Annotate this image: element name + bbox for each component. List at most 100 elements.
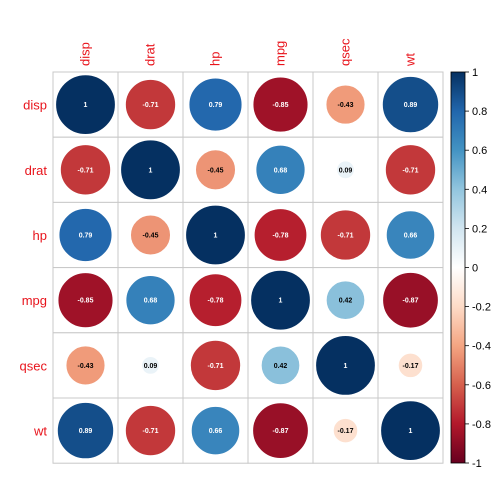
correlation-value: -0.78: [208, 298, 224, 305]
correlation-value: -0.71: [208, 363, 224, 370]
column-label: qsec: [338, 38, 353, 66]
color-legend: 1 0.8 0.6 0.4 0.2 0 -0.2 -0.4 -0.6 -0.8 -1: [450, 67, 491, 470]
correlation-value: 0.79: [79, 233, 93, 240]
circles-layer: 1 -0.71 0.79 -0.85 -0.43 0.89 -0.71 1 -0.45 0.68 0…: [54, 73, 442, 462]
cells-layer: [52, 71, 444, 464]
correlation-value: 0.89: [404, 102, 418, 109]
correlation-circle: [260, 345, 301, 386]
legend-tick-label: -0.2: [472, 302, 491, 314]
correlation-value: -0.17: [403, 363, 419, 370]
row-label: hp: [33, 228, 47, 243]
correlation-value: -0.71: [143, 102, 159, 109]
correlation-circle: [119, 139, 182, 201]
correlation-circle: [397, 352, 424, 379]
correlation-value: 0.68: [274, 167, 288, 174]
legend-ticks: 1 0.8 0.6 0.4 0.2 0 -0.2 -0.4 -0.6 -0.8 -1: [465, 67, 491, 470]
correlation-value: 0.42: [274, 363, 288, 370]
correlation-circle: [314, 334, 377, 396]
correlation-value: -0.85: [78, 298, 94, 305]
correlation-circle: [58, 207, 113, 263]
correlation-value: 1: [344, 363, 348, 370]
correlation-value: 0.66: [209, 428, 223, 435]
legend-tick-label: 0.4: [472, 184, 487, 196]
column-label: drat: [143, 43, 158, 66]
correlation-value: 0.09: [339, 167, 353, 174]
correlation-circle: [124, 78, 177, 131]
correlation-value: 1: [279, 298, 283, 305]
correlation-circle: [319, 209, 372, 261]
row-label: wt: [33, 424, 47, 439]
correlation-circle: [129, 214, 172, 256]
correlation-value: -0.71: [338, 233, 354, 240]
correlation-circle: [332, 417, 359, 444]
correlation-value: -0.71: [78, 167, 94, 174]
column-labels: disp drat hp mpg qsec wt: [78, 38, 418, 67]
correlation-circle: [54, 73, 117, 136]
correlation-circle: [379, 400, 442, 462]
correlation-circle: [59, 143, 112, 196]
correlation-value: 0.66: [404, 233, 418, 240]
correlation-value: -0.17: [338, 428, 354, 435]
correlation-value: 1: [214, 233, 218, 240]
row-labels: disp drat hp mpg qsec wt: [20, 98, 48, 439]
correlation-circle: [56, 401, 115, 460]
legend-color-bar: [450, 71, 466, 464]
correlation-value: -0.45: [143, 233, 159, 240]
legend-tick-label: 0: [472, 263, 478, 275]
column-label: hp: [208, 52, 223, 66]
matrix-cell: [117, 201, 184, 269]
correlation-value: -0.71: [143, 428, 159, 435]
correlation-circle: [384, 143, 437, 196]
row-label: drat: [25, 163, 48, 178]
legend-tick-label: -1: [472, 458, 482, 470]
correlation-value: 0.79: [209, 102, 223, 109]
legend-tick-label: 0.2: [472, 223, 487, 235]
correlation-value: -0.87: [403, 298, 419, 305]
correlation-value: 1: [149, 167, 153, 174]
correlation-circle: [57, 271, 114, 329]
correlation-value: -0.43: [78, 363, 94, 370]
correlation-circle: [140, 355, 161, 375]
correlation-value: 0.68: [144, 298, 158, 305]
correlation-circle: [125, 274, 176, 326]
correlation-circle: [124, 404, 177, 457]
legend-tick-label: 0.6: [472, 145, 487, 157]
legend-tick-label: -0.6: [472, 380, 491, 392]
correlation-circle: [249, 269, 312, 331]
correlation-circle: [189, 339, 242, 392]
correlation-value: 1: [84, 102, 88, 109]
row-label: mpg: [22, 293, 47, 308]
legend-tick-label: -0.4: [472, 341, 491, 353]
correlation-circle: [253, 207, 308, 263]
correlation-value: 0.42: [339, 298, 353, 305]
correlation-value: -0.85: [273, 102, 289, 109]
row-label: disp: [23, 98, 47, 113]
correlation-value: -0.78: [273, 233, 289, 240]
correlation-circle: [251, 402, 310, 460]
row-label: qsec: [20, 358, 48, 373]
legend-tick-label: 1: [472, 67, 478, 79]
correlation-circle: [381, 271, 440, 329]
correlation-value: 0.09: [144, 363, 158, 370]
correlation-circle: [65, 345, 106, 386]
correlation-value: 0.89: [79, 428, 93, 435]
correlation-circle: [188, 273, 243, 328]
correlation-value: 1: [409, 428, 413, 435]
column-label: wt: [403, 53, 418, 67]
correlation-circle: [190, 405, 241, 456]
correlation-circle: [252, 76, 309, 133]
column-label: mpg: [273, 41, 288, 66]
correlation-circle: [325, 84, 366, 125]
correlation-value: -0.43: [338, 102, 354, 109]
correlation-circle: [255, 144, 306, 196]
legend-tick-label: -0.8: [472, 419, 491, 431]
legend-tick-label: 0.8: [472, 106, 487, 118]
correlation-value: -0.71: [403, 167, 419, 174]
correlation-circle: [184, 204, 247, 266]
correlation-circle: [325, 280, 366, 321]
correlation-circle: [335, 160, 356, 180]
correlation-circle: [194, 149, 237, 191]
correlation-value: -0.45: [208, 167, 224, 174]
column-label: disp: [78, 42, 93, 66]
